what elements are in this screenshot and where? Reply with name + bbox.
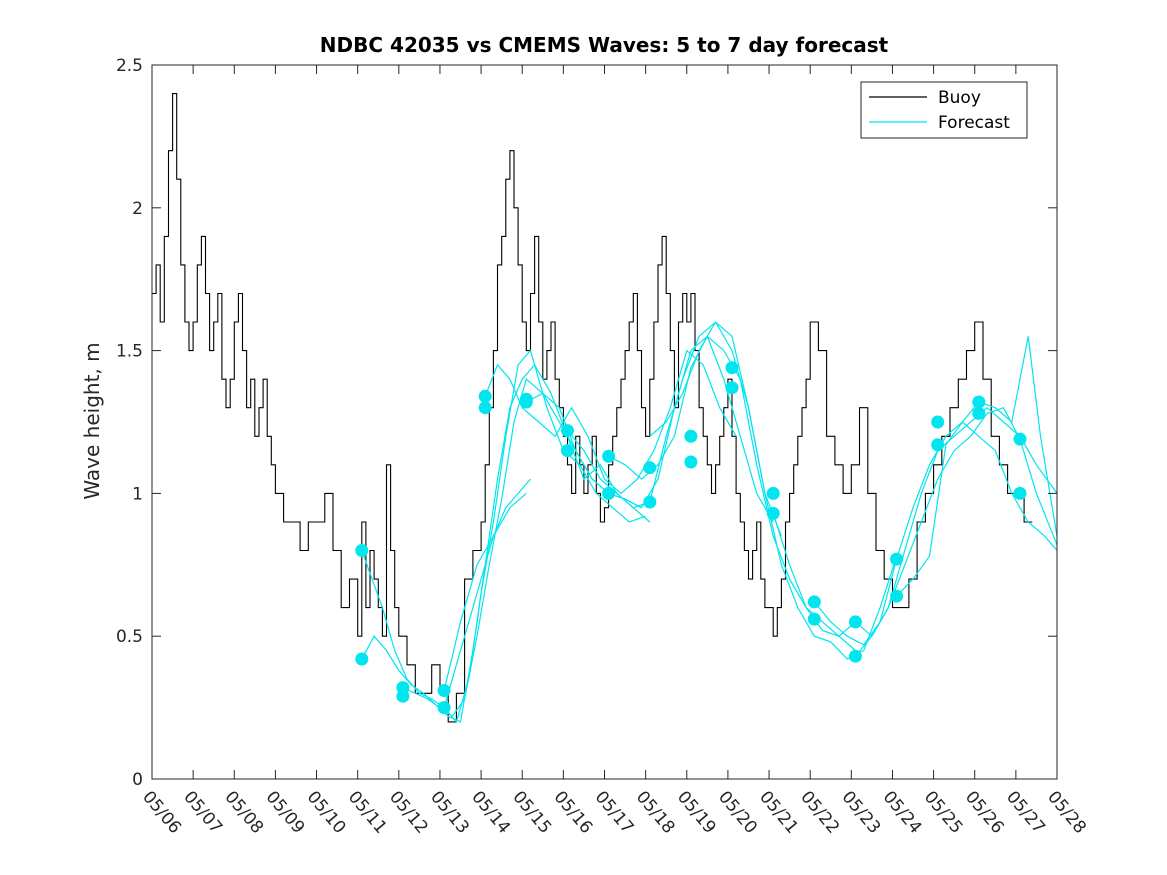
forecast-run-line bbox=[772, 406, 1058, 638]
y-tick-label: 1.5 bbox=[116, 342, 143, 362]
forecast-point bbox=[396, 689, 410, 703]
forecast-point bbox=[437, 684, 451, 697]
forecast-run-line bbox=[443, 492, 527, 691]
forecast-run-line bbox=[443, 478, 531, 708]
y-tick-label: 1 bbox=[132, 484, 143, 504]
y-tick-label: 0.5 bbox=[116, 627, 143, 647]
forecast-point bbox=[355, 652, 369, 666]
forecast-point bbox=[1013, 486, 1027, 500]
forecast-point bbox=[602, 486, 616, 500]
forecast-point bbox=[890, 552, 904, 566]
forecast-point bbox=[972, 395, 986, 409]
y-tick-label: 2 bbox=[132, 199, 143, 219]
plot-area bbox=[152, 93, 1058, 724]
forecast-point bbox=[972, 406, 986, 420]
forecast-point bbox=[931, 415, 945, 429]
legend-buoy-label: Buoy bbox=[938, 88, 981, 108]
buoy-series-line bbox=[152, 93, 1033, 723]
forecast-point bbox=[725, 381, 739, 395]
legend-box bbox=[860, 81, 1028, 139]
forecast-run-line bbox=[896, 421, 1058, 597]
forecast-point bbox=[519, 395, 533, 409]
forecast-point bbox=[643, 461, 657, 475]
forecast-point bbox=[684, 455, 698, 469]
forecast-point bbox=[1013, 432, 1027, 446]
forecast-point bbox=[766, 486, 780, 500]
forecast-point bbox=[561, 424, 574, 438]
forecast-point bbox=[684, 429, 698, 443]
forecast-point bbox=[807, 612, 821, 626]
forecast-point bbox=[478, 401, 492, 415]
forecast-point bbox=[478, 389, 492, 403]
forecast-run-line bbox=[361, 363, 651, 723]
forecast-point bbox=[848, 615, 862, 629]
forecast-point bbox=[848, 649, 862, 663]
forecast-point bbox=[355, 544, 369, 557]
forecast-point bbox=[931, 438, 945, 452]
forecast-point bbox=[890, 589, 904, 603]
chart-title: NDBC 42035 vs CMEMS Waves: 5 to 7 day fo… bbox=[320, 33, 889, 57]
y-tick-label: 0 bbox=[132, 770, 143, 790]
forecast-point bbox=[643, 495, 657, 509]
legend: Buoy Forecast bbox=[860, 81, 1028, 139]
y-axis-label: Wave height, m bbox=[80, 342, 104, 499]
forecast-point bbox=[766, 506, 780, 520]
forecast-point bbox=[561, 444, 574, 458]
forecast-point bbox=[437, 701, 451, 715]
forecast-point bbox=[725, 361, 739, 375]
forecast-point bbox=[602, 449, 616, 463]
y-tick-label: 2.5 bbox=[116, 56, 143, 76]
forecast-point bbox=[807, 595, 821, 609]
legend-forecast-label: Forecast bbox=[938, 113, 1010, 133]
